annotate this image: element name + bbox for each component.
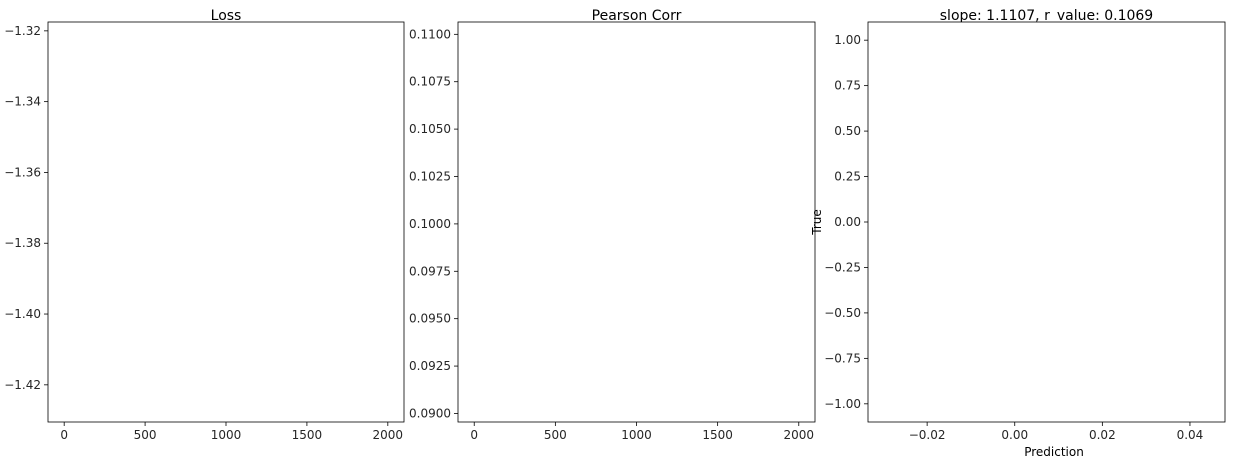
loss-y-tick-label: −1.42 [4,378,41,392]
loss-y-tick-label: −1.36 [4,165,41,179]
loss-y-tick-label: −1.40 [4,307,41,321]
pearson-x-tick-label: 1000 [621,428,652,442]
pearson-title: Pearson Corr [592,8,682,24]
pearson-y-tick-label: 0.0925 [409,359,451,373]
loss-x-tick-label: 1500 [292,428,323,442]
loss-x-tick-label: 2000 [373,428,404,442]
scatter-title: slope: 1.1107, r_value: 0.1069 [940,8,1153,24]
pearson-y-tick-label: 0.0950 [409,312,451,326]
scatter-panel: slope: 1.1107, r_value: 0.1069 −0.02 0.00… [810,8,1226,459]
pearson-y-tick-label: 0.0900 [409,406,451,420]
loss-y-tick-label: −1.34 [4,95,41,109]
loss-x-tick-label: 0 [60,428,68,442]
pearson-y-tick-label: 0.1075 [409,75,451,89]
loss-x-tick-label: 1000 [211,428,242,442]
pearson-y-ticks: 0.0900 0.0925 0.0950 0.0975 0.1000 0.1025 0.10… [409,27,458,420]
loss-y-tick-label: −1.32 [4,24,41,38]
loss-title: Loss [211,8,242,24]
pearson-plot-frame [457,21,816,423]
loss-panel: Loss 0 500 1000 1500 2000 −1.42−1.40−1.38−1.… [4,8,405,442]
pearson-panel: Pearson Corr 0 500 1000 1500 2000 0.09000.09… [409,8,816,442]
pearson-x-ticks: 0 500 1000 1500 2000 [470,422,814,442]
loss-plot-frame [47,21,405,423]
pearson-y-tick-label: 0.1000 [409,217,451,231]
pearson-y-tick-label: 0.1025 [409,170,451,184]
loss-x-ticks: 0 500 1000 1500 2000 [60,422,403,442]
loss-y-tick-label: −1.38 [4,236,41,250]
pearson-y-tick-label: 0.1050 [409,122,451,136]
pearson-x-tick-label: 0 [470,428,478,442]
pearson-y-tick-label: 0.0975 [409,264,451,278]
loss-y-ticks: −1.42 −1.40 −1.38 −1.36 −1.34 −1.32 [4,24,48,392]
pearson-x-tick-label: 500 [544,428,567,442]
pearson-x-tick-label: 1500 [702,428,733,442]
pearson-x-tick-label: 2000 [783,428,814,442]
loss-x-tick-label: 500 [134,428,157,442]
pearson-y-tick-label: 0.1100 [409,27,451,41]
